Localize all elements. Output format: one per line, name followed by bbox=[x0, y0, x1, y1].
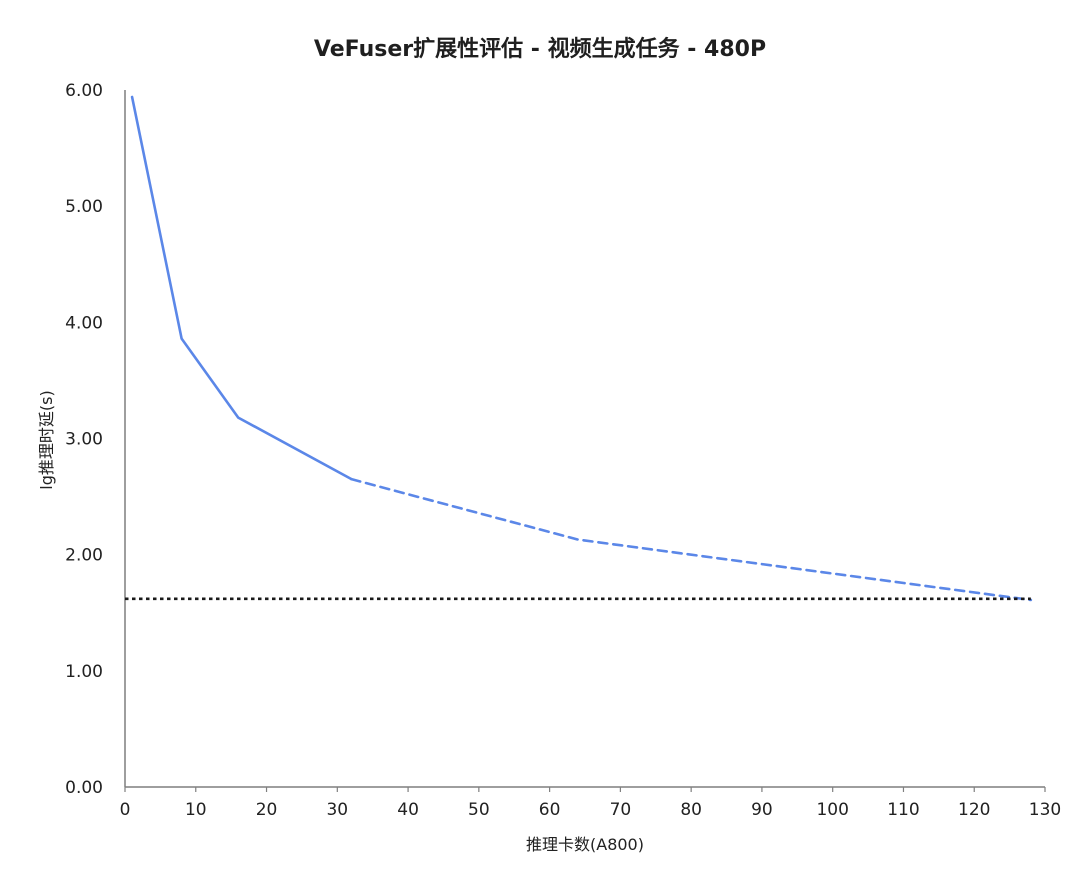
x-axis-label: 推理卡数(A800) bbox=[526, 835, 644, 854]
x-tick-label: 60 bbox=[539, 800, 561, 820]
series-line-dashed bbox=[350, 477, 1033, 602]
y-tick-label: 0.00 bbox=[65, 778, 103, 798]
x-tick-label: 90 bbox=[751, 800, 773, 820]
x-tick-label: 50 bbox=[468, 800, 490, 820]
x-tick-label: 20 bbox=[256, 800, 278, 820]
x-tick-label: 80 bbox=[680, 800, 702, 820]
x-tick-label: 30 bbox=[326, 800, 348, 820]
series-line-solid bbox=[130, 95, 353, 481]
y-axis-label: lg推理时延(s) bbox=[37, 390, 56, 489]
x-tick-label: 10 bbox=[185, 800, 207, 820]
x-tick-label: 40 bbox=[397, 800, 419, 820]
y-tick-label: 1.00 bbox=[65, 662, 103, 682]
y-tick-label: 4.00 bbox=[65, 313, 103, 333]
chart-title: VeFuser扩展性评估 - 视频生成任务 - 480P bbox=[314, 36, 766, 62]
y-tick-label: 2.00 bbox=[65, 546, 103, 566]
y-tick-label: 6.00 bbox=[65, 81, 103, 101]
x-tick-label: 120 bbox=[958, 800, 990, 820]
x-tick-label: 110 bbox=[887, 800, 919, 820]
x-tick-label: 100 bbox=[816, 800, 848, 820]
plot-area: 0 10 20 30 40 50 60 70 80 90 100 110 120 130 0.00 1.00 2… bbox=[65, 81, 1061, 820]
x-tick-label: 0 bbox=[120, 800, 131, 820]
x-tick-label: 70 bbox=[610, 800, 632, 820]
x-tick-label: 130 bbox=[1029, 800, 1061, 820]
y-tick-label: 5.00 bbox=[65, 197, 103, 217]
y-tick-label: 3.00 bbox=[65, 430, 103, 450]
